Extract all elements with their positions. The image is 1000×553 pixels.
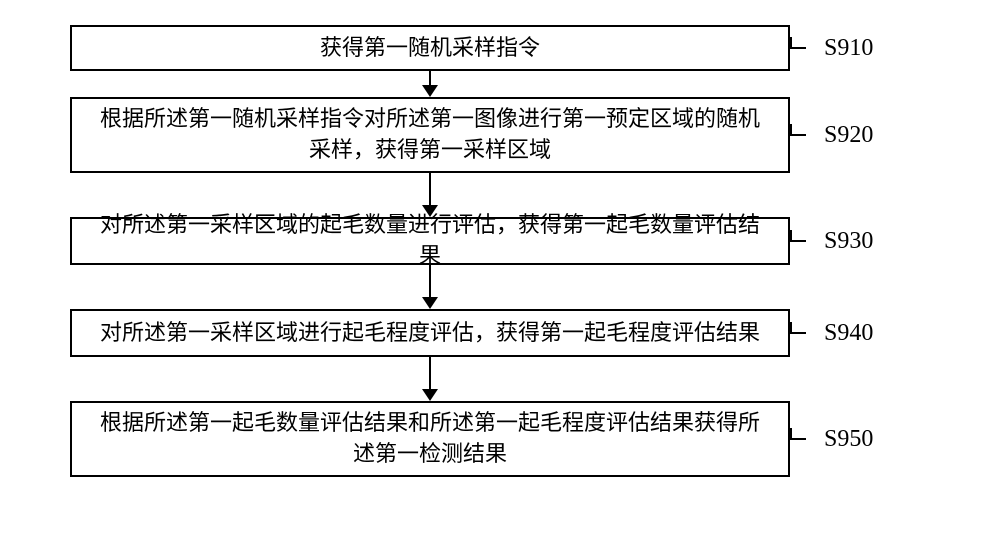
label-connector: [790, 428, 806, 440]
flow-box: 对所述第一采样区域的起毛数量进行评估，获得第一起毛数量评估结果: [70, 217, 790, 265]
step-label: S930: [824, 228, 924, 255]
label-connector: [790, 124, 806, 136]
step-label: S920: [824, 122, 924, 149]
label-connector: [790, 230, 806, 242]
arrow-line: [429, 265, 431, 297]
step-label: S910: [824, 35, 924, 62]
flow-step: 对所述第一采样区域进行起毛程度评估，获得第一起毛程度评估结果 S940: [0, 309, 1000, 357]
flow-box: 根据所述第一起毛数量评估结果和所述第一起毛程度评估结果获得所述第一检测结果: [70, 401, 790, 477]
flow-step: 根据所述第一随机采样指令对所述第一图像进行第一预定区域的随机采样，获得第一采样区…: [0, 97, 1000, 173]
flow-box: 对所述第一采样区域进行起毛程度评估，获得第一起毛程度评估结果: [70, 309, 790, 357]
arrow-line: [429, 357, 431, 389]
flow-step: 获得第一随机采样指令 S910: [0, 25, 1000, 71]
label-connector: [790, 322, 806, 334]
arrow-head-icon: [422, 389, 438, 401]
step-label: S940: [824, 320, 924, 347]
arrow-line: [429, 71, 431, 85]
step-label: S950: [824, 426, 924, 453]
flow-box: 获得第一随机采样指令: [70, 25, 790, 71]
flowchart-container: 获得第一随机采样指令 S910 根据所述第一随机采样指令对所述第一图像进行第一预定区…: [0, 0, 1000, 553]
flow-box: 根据所述第一随机采样指令对所述第一图像进行第一预定区域的随机采样，获得第一采样区…: [70, 97, 790, 173]
arrow-head-icon: [422, 297, 438, 309]
arrow-head-icon: [422, 205, 438, 217]
arrow-head-icon: [422, 85, 438, 97]
flow-step: 对所述第一采样区域的起毛数量进行评估，获得第一起毛数量评估结果 S930: [0, 217, 1000, 265]
label-connector: [790, 37, 806, 49]
arrow-line: [429, 173, 431, 205]
flow-step: 根据所述第一起毛数量评估结果和所述第一起毛程度评估结果获得所述第一检测结果 S95…: [0, 401, 1000, 477]
